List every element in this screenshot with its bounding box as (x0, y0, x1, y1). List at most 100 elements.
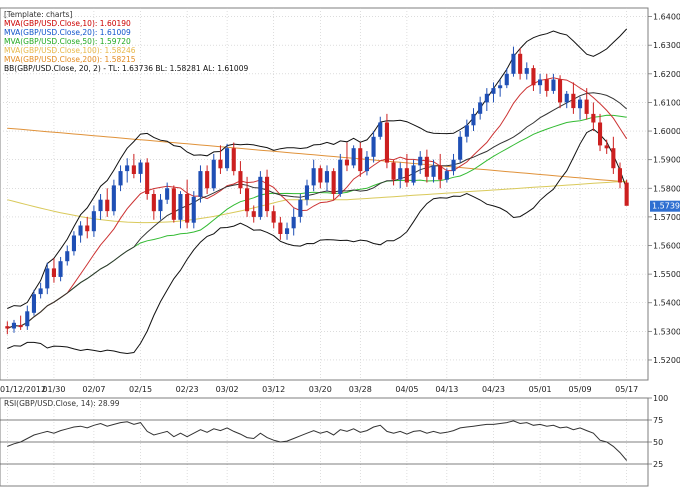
candle-body (111, 185, 116, 212)
candle-body (304, 185, 309, 200)
candle-body (271, 211, 276, 223)
x-tick-label: 04/05 (395, 385, 418, 394)
legend-ma200: MVA(GBP/USD.Close,200): 1.58215 (4, 55, 136, 64)
ma200-line (7, 127, 627, 183)
candle-body (11, 322, 16, 329)
price-axis: 1.6400 1.6300 1.6200 1.6100 1.6000 1.5900 1.58… (648, 13, 680, 365)
candle-body (331, 171, 336, 194)
candle-body (78, 225, 83, 236)
candle-body (571, 93, 576, 109)
candle-body (511, 53, 516, 74)
indicator-lines (7, 28, 628, 355)
legend-bb: BB(GBP/USD.Close, 20, 2) - TL: 1.63736 B… (4, 64, 248, 73)
candle-body (71, 235, 76, 252)
candle-body (185, 194, 190, 223)
candle-body (51, 268, 56, 277)
rsi-tick-label: 75 (653, 416, 663, 425)
y-tick-label: 1.5900 (653, 156, 680, 165)
candle-body (384, 122, 389, 163)
candle-body (98, 199, 103, 212)
candle-body (211, 159, 216, 189)
candle-body (471, 113, 476, 126)
candle-body (404, 168, 409, 183)
candle-body (584, 99, 589, 114)
y-tick-label: 1.5200 (653, 356, 680, 365)
legend: [Template: charts] MVA(GBP/USD.Close,10)… (4, 10, 248, 73)
y-tick-label: 1.5300 (653, 327, 680, 336)
x-tick-label: 03/28 (349, 385, 372, 394)
last-price-marker (650, 200, 680, 212)
candle-body (38, 288, 43, 295)
candle-body (564, 93, 569, 103)
candle-body (544, 79, 549, 91)
x-tick-label: 03/02 (216, 385, 239, 394)
candle-body (498, 85, 503, 89)
candle-body (25, 311, 30, 327)
candle-body (125, 165, 130, 172)
x-tick-label: 05/09 (569, 385, 592, 394)
candle-body (398, 168, 403, 180)
candle-body (598, 122, 603, 146)
y-tick-label: 1.6000 (653, 127, 680, 136)
candle-body (351, 148, 356, 166)
rsi-axis: 100 75 50 25 (648, 394, 668, 469)
candle-body (118, 171, 123, 186)
y-tick-label: 1.5600 (653, 242, 680, 251)
candle-body (311, 168, 316, 186)
candle-body (151, 194, 156, 212)
x-tick-label: 04/23 (482, 385, 505, 394)
rsi-grid (0, 398, 648, 486)
candle-body (278, 222, 283, 234)
candle-body (218, 159, 223, 169)
candle-body (391, 162, 396, 180)
x-tick-label: 02/23 (176, 385, 199, 394)
y-tick-label: 1.6200 (653, 70, 680, 79)
candle-body (145, 162, 150, 194)
candle-body (344, 159, 349, 166)
candle-body (491, 88, 496, 94)
candle-body (105, 199, 110, 212)
candle-body (91, 211, 96, 232)
candle-body (65, 251, 70, 262)
candle-body (538, 79, 543, 86)
candle-body (158, 199, 163, 212)
rsi-tick-label: 25 (653, 460, 663, 469)
legend-ma10: MVA(GBP/USD.Close,10): 1.60190 (4, 19, 131, 28)
candle-body (484, 93, 489, 103)
rsi-tick-label: 100 (653, 394, 668, 403)
x-tick-label: 04/13 (435, 385, 458, 394)
candle-body (258, 176, 263, 217)
legend-template: [Template: charts] (4, 10, 72, 19)
candle-body (191, 196, 196, 223)
candle-body (617, 168, 622, 183)
x-tick-label: 03/12 (262, 385, 285, 394)
candle-body (85, 225, 90, 232)
candle-body (411, 165, 416, 183)
legend-ma100: MVA(GBP/USD.Close,100): 1.58246 (4, 46, 136, 55)
candle-body (205, 171, 210, 189)
candle-body (438, 165, 443, 180)
candle-body (358, 148, 363, 172)
candle-body (431, 165, 436, 177)
candle-body (198, 171, 203, 197)
legend-ma20: MVA(GBP/USD.Close,20): 1.61009 (4, 28, 131, 37)
y-tick-label: 1.6100 (653, 98, 680, 107)
candle-body (338, 159, 343, 194)
candle-body (298, 199, 303, 217)
candle-body (578, 99, 583, 109)
candle-body (464, 125, 469, 137)
x-tick-label: 01/30 (42, 385, 65, 394)
candle-body (318, 168, 323, 183)
y-tick-label: 1.6300 (653, 41, 680, 50)
rsi-series (7, 420, 628, 461)
candle-body (131, 165, 136, 174)
candle-body (31, 294, 36, 313)
x-tick-label: 02/15 (129, 385, 152, 394)
candle-body (5, 326, 10, 329)
candle-body (171, 188, 176, 220)
y-tick-label: 1.5400 (653, 299, 680, 308)
candle-body (58, 261, 63, 277)
candle-body (531, 68, 536, 86)
